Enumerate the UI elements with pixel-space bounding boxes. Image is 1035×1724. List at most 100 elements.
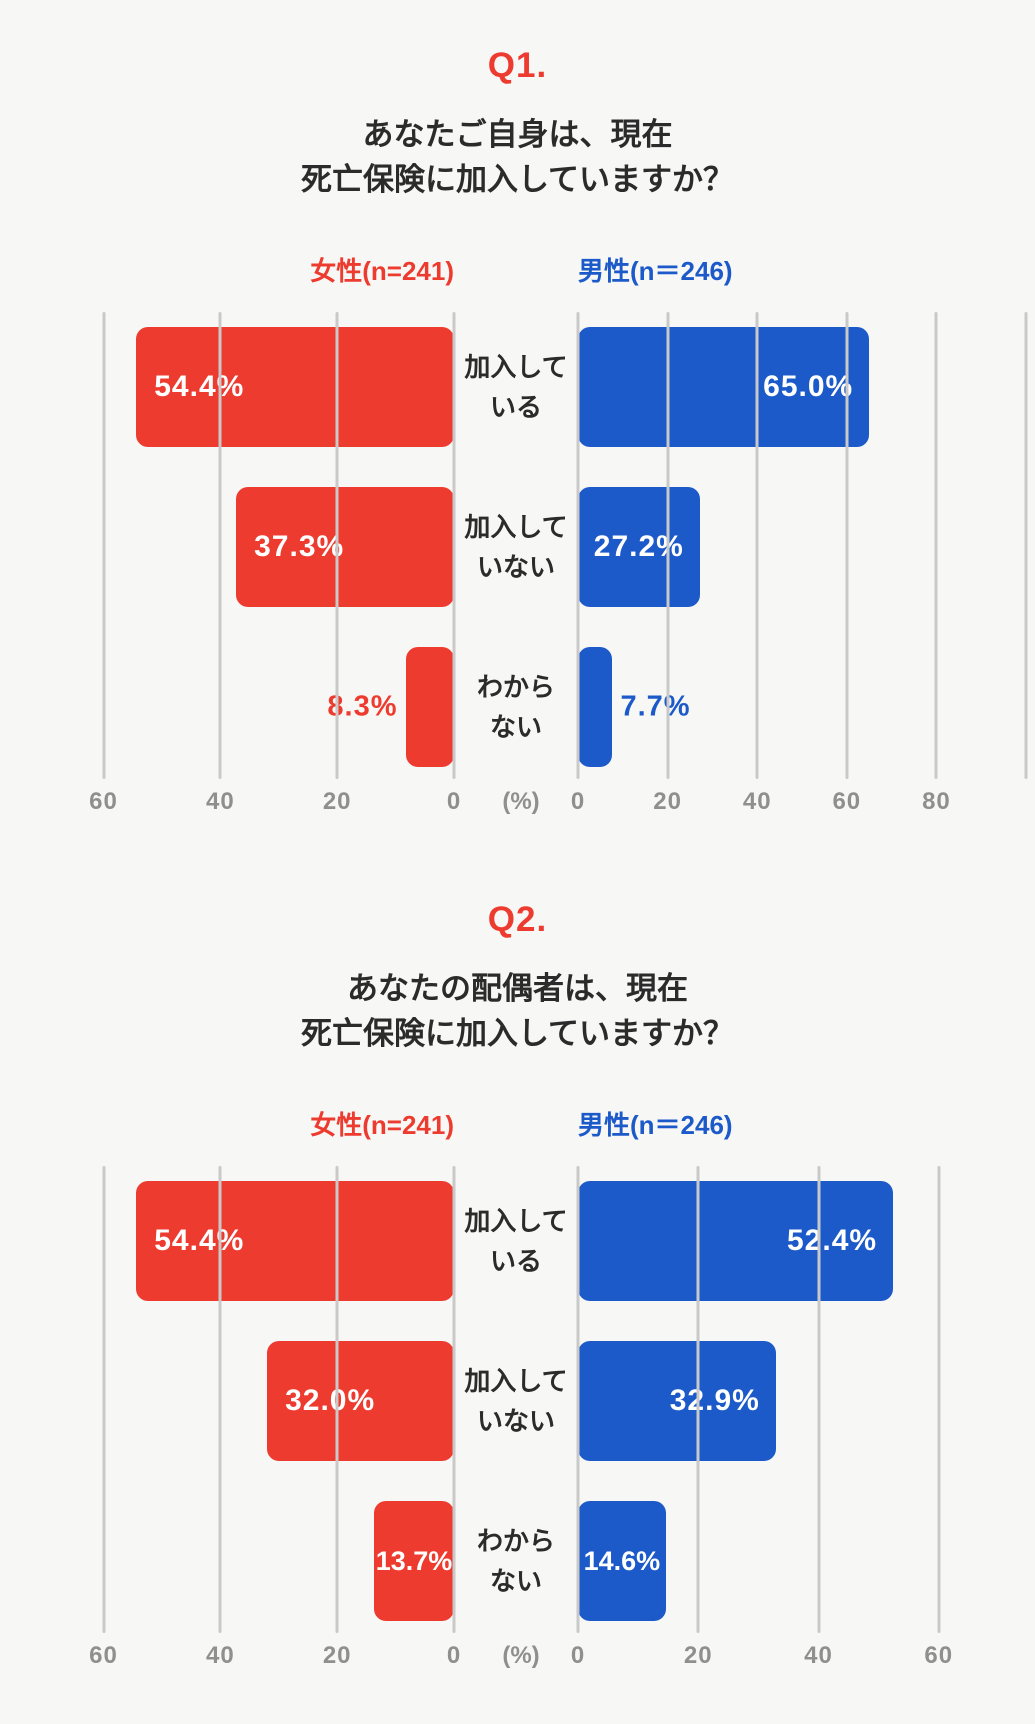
chart-q2: Q2. あなたの配偶者は、現在 死亡保険に加入していますか？ 女性(n=241)… [0,902,1035,1673]
gridline [218,1166,222,1633]
category-label: 加入して いない [464,1366,568,1436]
axis-tick-label: 40 [742,788,772,815]
female-plot-q2: 54.4% 32.0% 13.7% [86,1166,456,1633]
legend-male: 男性(n＝246) [578,256,733,286]
gridline [218,312,222,779]
bar-value-label: 27.2% [593,530,684,563]
bar-female-q2-r2: 32.0% [267,1341,454,1461]
gridline [576,1166,580,1633]
right-axis-ticks-q1: 0 20 40 60 80 [571,785,1035,819]
gridline [666,312,670,779]
bar-row: 65.0% [578,327,1035,447]
bar-value-label: 13.7% [375,1545,453,1576]
axis-row-q1: 60 40 20 0 (%) 0 20 40 60 80 [0,785,1035,819]
gridline [937,1166,941,1633]
bar-female-q1-r1: 54.4% [136,327,454,447]
gridline [335,312,339,779]
category-label: わから ない [476,1526,555,1596]
plot-area-q1: 54.4% 37.3% 8.3% 加入して いる 加入して いない わから ない 65… [0,312,1035,779]
axis-tick-label: 20 [322,1642,352,1669]
gridline [934,312,938,779]
category-label: 加入して いる [464,1206,568,1276]
legend-female: 女性(n=241) [310,256,454,286]
axis-tick-label: 60 [832,788,862,815]
bar-value-label: 54.4% [154,370,245,403]
bar-female-q1-r3: 8.3% [327,647,454,767]
gridline [1024,312,1028,779]
bar-row: 32.0% [86,1341,454,1461]
bar-male-q2-r1: 52.4% [578,1181,894,1301]
percent-unit-label: (%) [502,1642,540,1669]
bar-value-label: 8.3% [327,690,398,723]
bar-value-label: 32.9% [669,1384,760,1417]
legend-male: 男性(n＝246) [578,1110,733,1140]
gridline [845,312,849,779]
gridline [576,312,580,779]
bar-female-q2-r3: 13.7% [373,1501,454,1621]
axis-tick-label: 60 [924,1642,954,1669]
gridline [335,1166,339,1633]
axis-tick-label: 80 [922,788,951,815]
axis-tick-label: 40 [205,788,235,815]
axis-tick-label: 0 [446,1642,462,1669]
category-label: 加入して いる [464,352,568,422]
plot-area-q2: 54.4% 32.0% 13.7% 加入して いる 加入して いない わから ない 5… [0,1166,1035,1633]
percent-unit-label: (%) [502,788,540,815]
category-labels-q2: 加入して いる 加入して いない わから ない [454,1166,578,1633]
question-title-line2: 死亡保険に加入していますか？ [300,1016,735,1051]
gridline [102,1166,106,1633]
bar-male-q1-r2: 27.2% [578,487,700,607]
gridline [102,312,106,779]
bar-row: 27.2% [578,487,1035,607]
question-number-q1: Q1. [487,46,548,85]
question-title-line1: あなたの配偶者は、現在 [347,971,688,1006]
axis-tick-label: 60 [89,788,118,815]
gridline [452,312,456,779]
gridline [755,312,759,779]
gridline [696,1166,700,1633]
bar-value-label: 65.0% [763,370,854,403]
legend-row-q1: 女性(n=241) 男性(n＝246) [0,254,1035,288]
bar-value-label: 37.3% [254,530,345,563]
axis-tick-label: 20 [683,1642,713,1669]
gridline [817,1166,821,1633]
bar-row: 7.7% [578,647,1035,767]
bar-female-q2-r1: 54.4% [136,1181,454,1301]
axis-tick-label: 0 [570,788,586,815]
legend-row-q2: 女性(n=241) 男性(n＝246) [0,1108,1035,1142]
bar-row: 8.3% [86,647,454,767]
left-axis-ticks-q2: 60 40 20 0 [86,1639,460,1673]
bar-value-label: 14.6% [583,1545,661,1576]
question-title-q1: あなたご自身は、現在 死亡保険に加入していますか？ [0,112,1035,202]
axis-tick-label: 20 [653,788,682,815]
bar-row: 13.7% [86,1501,454,1621]
question-number-q2: Q2. [487,900,548,939]
bar-female-q1-r2: 37.3% [236,487,454,607]
bar-male-q1-r1: 65.0% [578,327,870,447]
left-axis-ticks-q1: 60 40 20 0 [86,785,460,819]
axis-row-q2: 60 40 20 0 (%) 0 20 40 60 [0,1639,1035,1673]
category-label: わから ない [476,672,555,742]
bar-male-q1-r3: 7.7% [578,647,690,767]
axis-tick-label: 40 [205,1642,235,1669]
bar-value-label: 54.4% [154,1224,245,1257]
right-axis-ticks-q2: 0 20 40 60 [571,1639,1035,1673]
bar-row: 32.9% [578,1341,1035,1461]
female-plot-q1: 54.4% 37.3% 8.3% [86,312,456,779]
axis-tick-label: 0 [570,1642,586,1669]
category-labels-q1: 加入して いる 加入して いない わから ない [454,312,578,779]
bar-row: 14.6% [578,1501,1035,1621]
bar-value-label: 32.0% [285,1384,376,1417]
male-plot-q2: 52.4% 32.9% 14.6% [576,1166,1035,1633]
question-title-line1: あなたご自身は、現在 [362,117,673,152]
legend-female: 女性(n=241) [310,1110,454,1140]
bar-row: 54.4% [86,1181,454,1301]
bar-row: 52.4% [578,1181,1035,1301]
axis-tick-label: 60 [89,1642,118,1669]
question-title-q2: あなたの配偶者は、現在 死亡保険に加入していますか？ [0,966,1035,1056]
bar-row: 54.4% [86,327,454,447]
male-plot-q1: 65.0% 27.2% 7.7% [576,312,1035,779]
axis-tick-label: 40 [804,1642,833,1669]
bar-value-label: 52.4% [787,1224,878,1257]
bar-male-q2-r3: 14.6% [578,1501,666,1621]
